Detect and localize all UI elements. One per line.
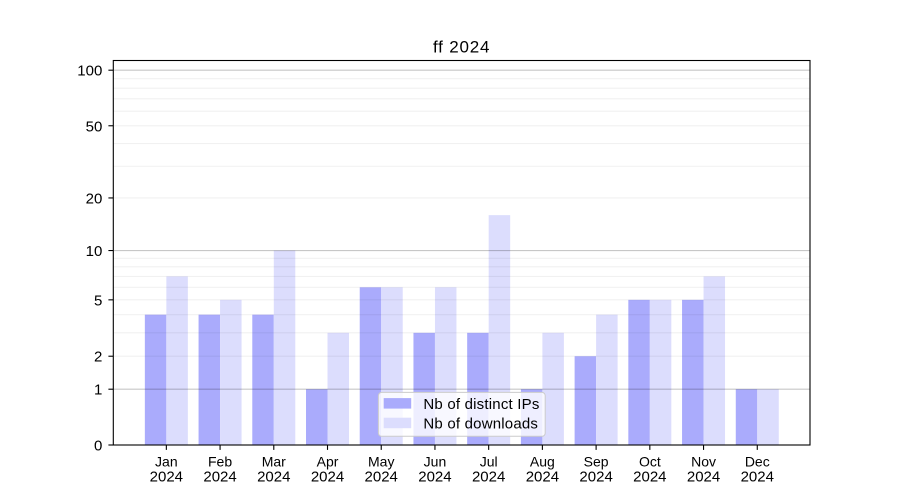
svg-text:Mar: Mar bbox=[262, 453, 286, 469]
svg-text:Feb: Feb bbox=[208, 453, 232, 469]
svg-text:0: 0 bbox=[94, 438, 102, 455]
svg-text:Jun: Jun bbox=[424, 453, 447, 469]
svg-text:2024: 2024 bbox=[418, 468, 451, 485]
svg-text:100: 100 bbox=[77, 63, 102, 80]
svg-text:Apr: Apr bbox=[317, 453, 339, 469]
svg-text:Aug: Aug bbox=[530, 453, 555, 469]
svg-text:2024: 2024 bbox=[633, 468, 666, 485]
svg-text:2024: 2024 bbox=[203, 468, 236, 485]
svg-text:2024: 2024 bbox=[150, 468, 183, 485]
svg-text:50: 50 bbox=[86, 118, 103, 135]
svg-text:2024: 2024 bbox=[472, 468, 505, 485]
svg-text:2: 2 bbox=[94, 349, 102, 366]
svg-text:Oct: Oct bbox=[639, 453, 661, 469]
svg-text:May: May bbox=[368, 453, 394, 469]
svg-text:2024: 2024 bbox=[687, 468, 720, 485]
svg-text:Nov: Nov bbox=[691, 453, 716, 469]
svg-text:5: 5 bbox=[94, 292, 102, 309]
svg-text:2024: 2024 bbox=[311, 468, 344, 485]
svg-text:Sep: Sep bbox=[584, 453, 609, 469]
svg-text:Jul: Jul bbox=[480, 453, 498, 469]
svg-text:ff 2024: ff 2024 bbox=[433, 37, 490, 56]
svg-text:1: 1 bbox=[94, 382, 102, 399]
svg-text:2024: 2024 bbox=[741, 468, 774, 485]
svg-text:Nb of distinct IPs: Nb of distinct IPs bbox=[423, 396, 539, 413]
svg-text:2024: 2024 bbox=[365, 468, 398, 485]
svg-text:20: 20 bbox=[86, 190, 103, 207]
svg-text:Jan: Jan bbox=[155, 453, 178, 469]
svg-text:2024: 2024 bbox=[579, 468, 612, 485]
svg-text:Dec: Dec bbox=[745, 453, 770, 469]
svg-text:2024: 2024 bbox=[257, 468, 290, 485]
svg-text:10: 10 bbox=[86, 243, 103, 260]
svg-text:2024: 2024 bbox=[526, 468, 559, 485]
svg-text:Nb of downloads: Nb of downloads bbox=[423, 416, 538, 433]
